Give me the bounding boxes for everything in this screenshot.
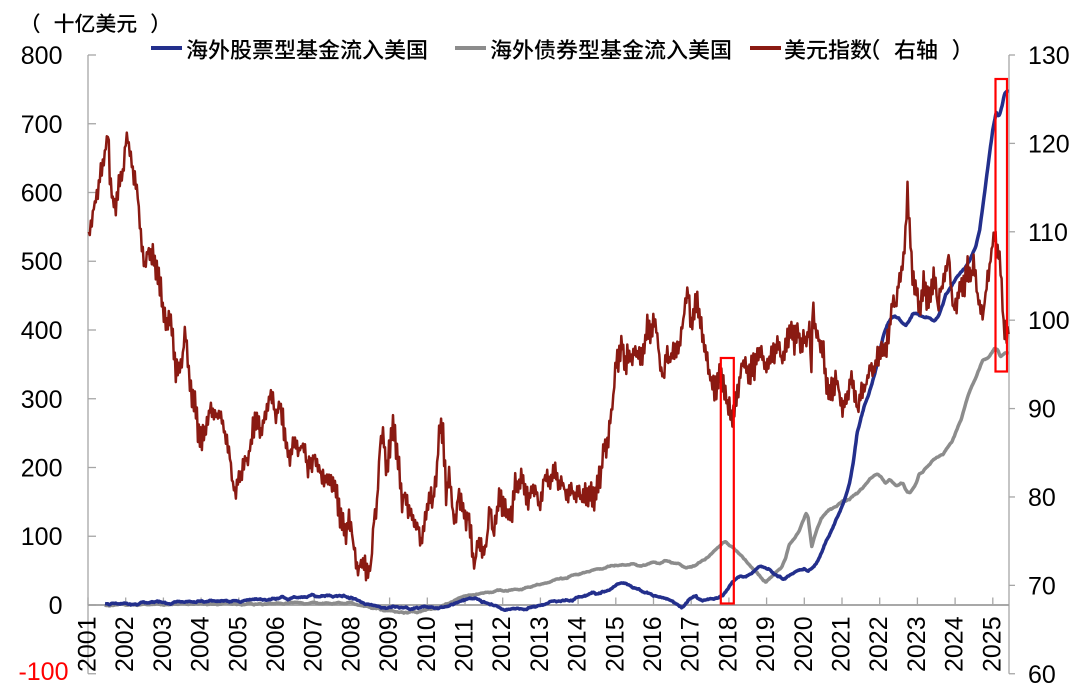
svg-text:120: 120 xyxy=(1028,130,1070,158)
svg-text:600: 600 xyxy=(21,180,63,208)
svg-text:90: 90 xyxy=(1028,396,1056,424)
svg-text:100: 100 xyxy=(21,523,63,551)
svg-text:2010: 2010 xyxy=(413,616,441,672)
svg-text:2017: 2017 xyxy=(677,616,705,672)
svg-text:2007: 2007 xyxy=(300,616,328,672)
svg-text:2003: 2003 xyxy=(149,616,177,672)
svg-text:2001: 2001 xyxy=(74,616,102,672)
svg-text:2015: 2015 xyxy=(601,616,629,672)
svg-text:500: 500 xyxy=(21,248,63,276)
svg-text:2016: 2016 xyxy=(639,616,667,672)
svg-text:2013: 2013 xyxy=(526,616,554,672)
svg-text:300: 300 xyxy=(21,386,63,414)
svg-text:130: 130 xyxy=(1028,42,1070,70)
svg-text:2023: 2023 xyxy=(903,616,931,672)
svg-text:2012: 2012 xyxy=(488,616,516,672)
svg-text:2002: 2002 xyxy=(111,616,139,672)
svg-text:2020: 2020 xyxy=(790,616,818,672)
svg-text:2024: 2024 xyxy=(941,616,969,672)
svg-text:400: 400 xyxy=(21,317,63,345)
svg-text:2018: 2018 xyxy=(714,616,742,672)
svg-text:2014: 2014 xyxy=(564,616,592,672)
svg-text:60: 60 xyxy=(1028,661,1056,689)
svg-text:2005: 2005 xyxy=(224,616,252,672)
svg-text:110: 110 xyxy=(1028,219,1068,247)
svg-text:2008: 2008 xyxy=(337,616,365,672)
svg-text:100: 100 xyxy=(1028,307,1070,335)
svg-text:70: 70 xyxy=(1028,572,1056,600)
svg-text:800: 800 xyxy=(21,42,63,70)
svg-text:0: 0 xyxy=(49,592,63,620)
svg-text:700: 700 xyxy=(21,111,63,139)
svg-text:80: 80 xyxy=(1028,484,1056,512)
svg-text:2025: 2025 xyxy=(978,616,1006,672)
svg-text:2009: 2009 xyxy=(375,616,403,672)
svg-text:2004: 2004 xyxy=(187,616,215,672)
svg-text:2006: 2006 xyxy=(262,616,290,672)
svg-text:200: 200 xyxy=(21,455,63,483)
svg-text:2011: 2011 xyxy=(451,618,479,672)
svg-text:2022: 2022 xyxy=(865,616,893,672)
svg-text:2021: 2021 xyxy=(828,616,856,672)
svg-text:2019: 2019 xyxy=(752,616,780,672)
svg-text:-100: -100 xyxy=(18,658,68,686)
